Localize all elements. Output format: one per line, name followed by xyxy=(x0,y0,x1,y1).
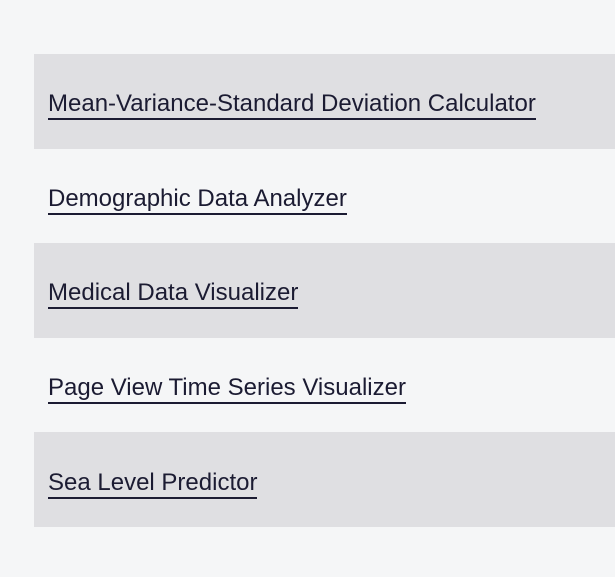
list-item: Mean-Variance-Standard Deviation Calcula… xyxy=(34,54,615,149)
list-item: Page View Time Series Visualizer xyxy=(34,338,615,433)
list-item: Demographic Data Analyzer xyxy=(34,149,615,244)
list-item: Sea Level Predictor xyxy=(34,432,615,527)
project-link-medical-data-visualizer[interactable]: Medical Data Visualizer xyxy=(48,281,299,310)
project-link-page-view-time-series-visualizer[interactable]: Page View Time Series Visualizer xyxy=(48,376,406,405)
project-list: Mean-Variance-Standard Deviation Calcula… xyxy=(34,54,615,527)
project-link-demographic-data-analyzer[interactable]: Demographic Data Analyzer xyxy=(48,186,347,215)
list-item: Medical Data Visualizer xyxy=(34,243,615,338)
project-link-mean-variance-standard-deviation-calculator[interactable]: Mean-Variance-Standard Deviation Calcula… xyxy=(48,92,536,121)
project-link-sea-level-predictor[interactable]: Sea Level Predictor xyxy=(48,470,258,499)
